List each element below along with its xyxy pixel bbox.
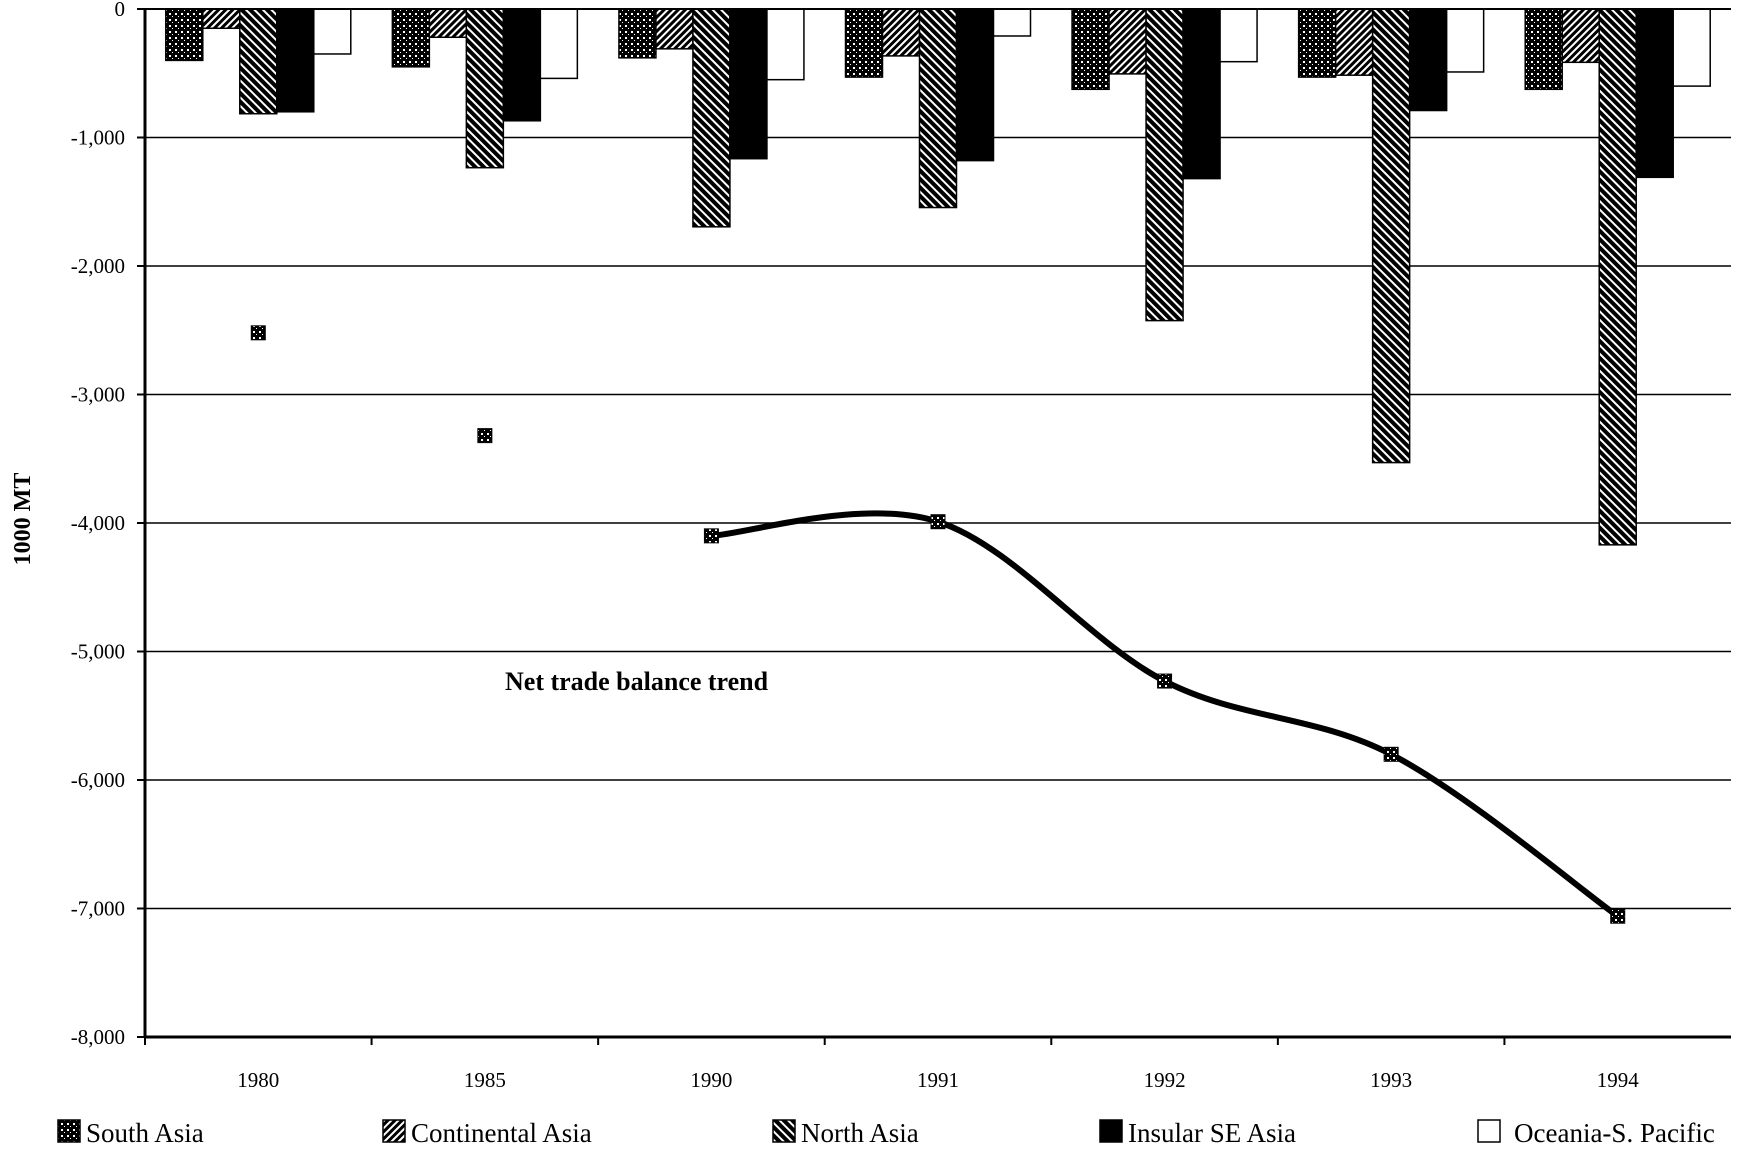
trend-marker: [1383, 746, 1399, 762]
bar-insular-se-asia: [1635, 8, 1674, 179]
bar-north-asia: [1145, 8, 1184, 322]
y-tick-label: -5,000: [71, 640, 125, 664]
legend-swatch: [1099, 1119, 1123, 1143]
bar-north-asia: [465, 8, 505, 169]
bar-continental-asia: [1334, 8, 1374, 76]
y-tick-label: -7,000: [71, 897, 125, 921]
bar-south-asia: [1297, 8, 1337, 78]
x-tick-label: 1985: [464, 1068, 506, 1092]
trend-marker: [477, 428, 493, 444]
gridlines: [145, 136, 1731, 910]
trend-marker: [1610, 908, 1626, 924]
bar-south-asia: [165, 8, 204, 62]
x-tick-label: 1980: [237, 1068, 279, 1092]
trend-marker: [930, 514, 946, 530]
trend-marker: [250, 325, 266, 341]
y-tick-label: -2,000: [71, 254, 125, 278]
bar-continental-asia: [202, 8, 241, 30]
y-tick-label: -6,000: [71, 768, 125, 792]
bar-south-asia: [1071, 8, 1110, 91]
bar-oceania-s-pacific: [1445, 8, 1485, 73]
bar-continental-asia: [881, 8, 921, 57]
bar-south-asia: [1524, 8, 1563, 91]
y-tick-label: -4,000: [71, 511, 125, 535]
legend: South Asia Continental Asia North Asia Insu…: [57, 1118, 1715, 1148]
legend-label: Continental Asia: [411, 1118, 592, 1148]
bar-insular-se-asia: [502, 8, 542, 122]
legend-label: South Asia: [86, 1118, 204, 1148]
legend-label: North Asia: [801, 1118, 919, 1148]
bar-oceania-s-pacific: [313, 8, 352, 55]
bar-insular-se-asia: [1408, 8, 1448, 112]
bar-insular-se-asia: [955, 8, 995, 162]
bar-insular-se-asia: [1182, 8, 1221, 180]
y-axis-title: 1000 MT: [10, 473, 36, 566]
axes: 0 -1,000 -2,000 -3,000 -4,000 -5,000 -6,000 -7,…: [71, 0, 1731, 1092]
x-tick-label: 1992: [1144, 1068, 1186, 1092]
legend-swatch: [772, 1119, 796, 1143]
bar-south-asia: [391, 8, 431, 68]
bar-north-asia: [692, 8, 731, 228]
legend-label: Oceania-S. Pacific: [1514, 1118, 1715, 1148]
bar-oceania-s-pacific: [992, 8, 1032, 37]
bar-north-asia: [918, 8, 958, 209]
y-tick-label: -1,000: [71, 126, 125, 150]
bar-north-asia: [1598, 8, 1637, 546]
trend-line: [250, 325, 1626, 924]
bar-continental-asia: [655, 8, 694, 50]
trend-marker: [703, 528, 719, 544]
bar-continental-asia: [428, 8, 468, 39]
trend-path: [711, 510, 1620, 919]
legend-swatch: [1477, 1119, 1501, 1143]
trend-annotation: Net trade balance trend: [505, 667, 769, 696]
x-tick-label: 1990: [690, 1068, 732, 1092]
bar-south-asia: [618, 8, 657, 59]
bar-continental-asia: [1108, 8, 1147, 75]
y-tick-label: -8,000: [71, 1025, 125, 1049]
bar-south-asia: [844, 8, 884, 78]
x-tick-label: 1991: [917, 1068, 959, 1092]
legend-swatch: [57, 1119, 81, 1143]
bar-oceania-s-pacific: [1672, 8, 1711, 87]
x-tick-label: 1994: [1597, 1068, 1640, 1092]
bar-insular-se-asia: [729, 8, 768, 160]
legend-swatch: [382, 1119, 406, 1143]
bar-oceania-s-pacific: [766, 8, 805, 81]
bar-insular-se-asia: [276, 8, 315, 113]
y-tick-label: 0: [115, 0, 126, 21]
bar-oceania-s-pacific: [1219, 8, 1258, 63]
bar-north-asia: [239, 8, 278, 115]
bars: [165, 8, 1711, 546]
bar-continental-asia: [1561, 8, 1600, 64]
legend-label: Insular SE Asia: [1128, 1118, 1296, 1148]
bar-north-asia: [1371, 8, 1411, 464]
trend-marker: [1157, 673, 1173, 689]
bar-oceania-s-pacific: [539, 8, 579, 80]
x-tick-label: 1993: [1370, 1068, 1412, 1092]
y-tick-label: -3,000: [71, 383, 125, 407]
